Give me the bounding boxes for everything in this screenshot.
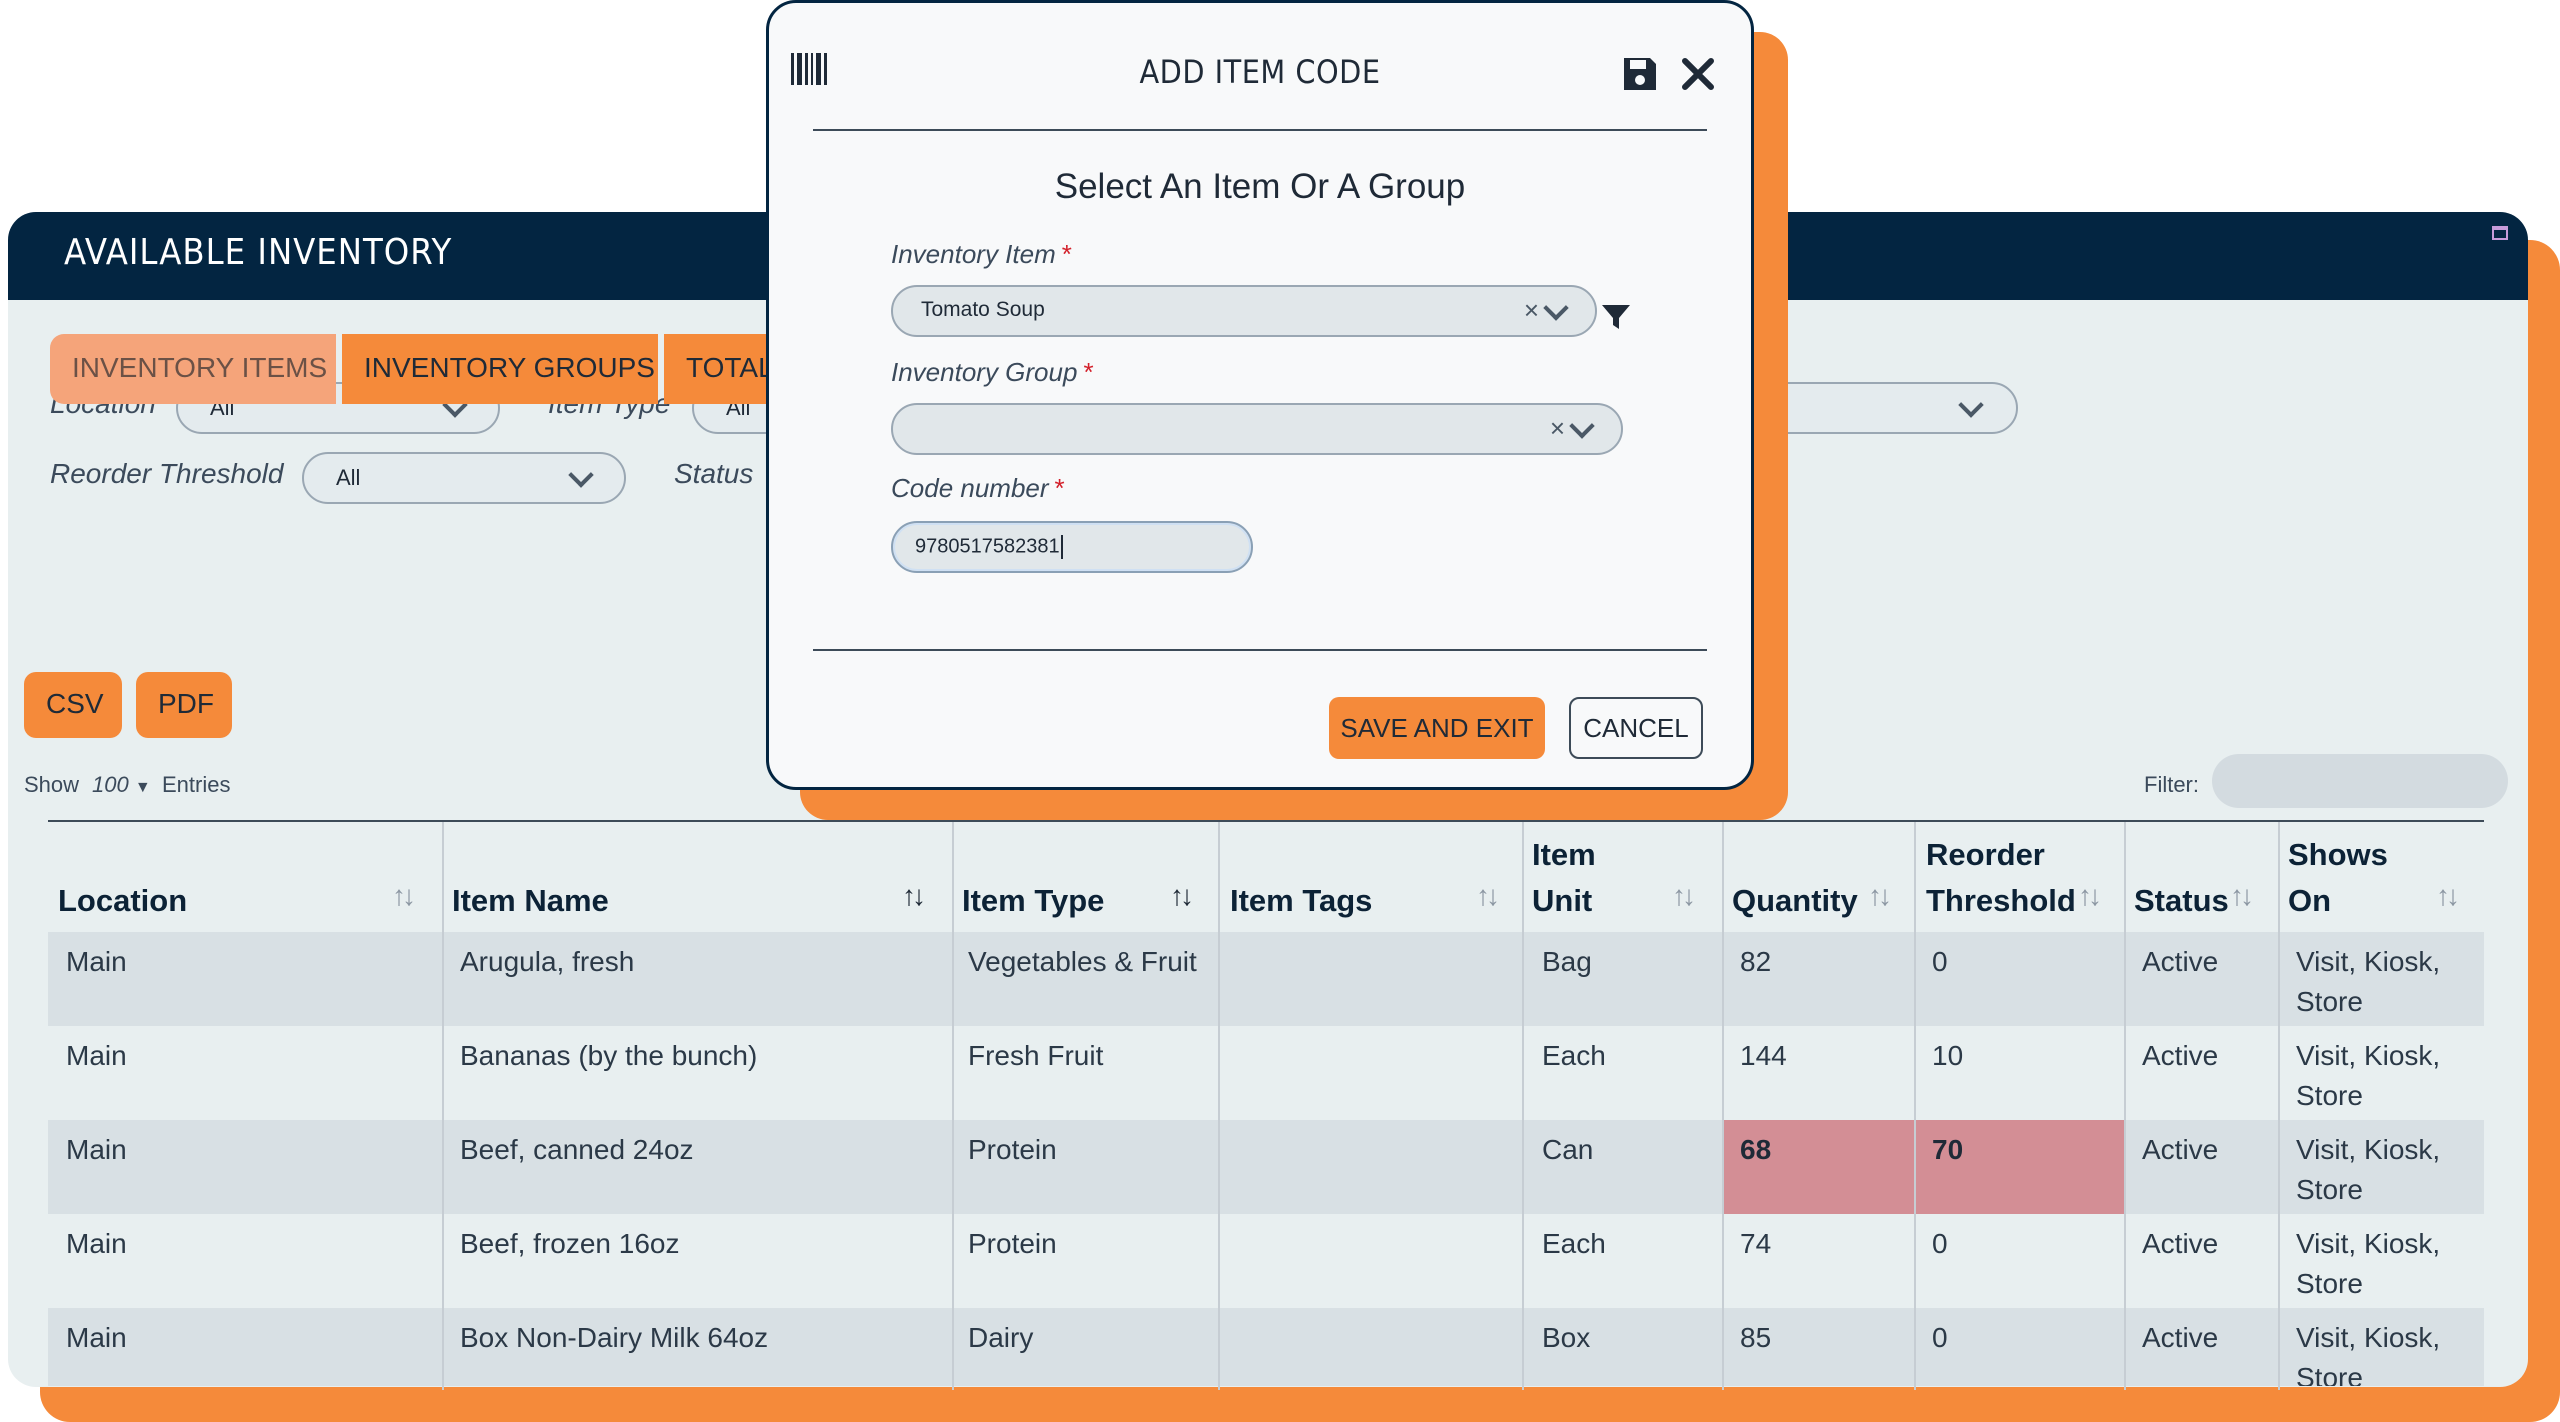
- column-divider: [1522, 822, 1524, 1390]
- column-divider: [442, 822, 444, 1390]
- chevron-down-icon: [1543, 295, 1569, 321]
- sort-icon[interactable]: ↑↓: [2230, 880, 2254, 911]
- chevron-down-icon: [568, 462, 594, 488]
- low-stock-quantity-highlight: [1724, 1120, 1914, 1214]
- low-stock-reorder-highlight: [1916, 1120, 2124, 1214]
- save-and-exit-button[interactable]: SAVE AND EXIT: [1329, 697, 1545, 759]
- reorder-select[interactable]: All: [302, 452, 626, 504]
- tab-inventory-items[interactable]: INVENTORY ITEMS: [50, 334, 336, 404]
- tab-total[interactable]: TOTAL: [664, 334, 784, 404]
- col-location[interactable]: Location: [58, 883, 188, 918]
- clear-icon[interactable]: ×: [1523, 295, 1539, 325]
- table-row[interactable]: Main Beef, frozen 16oz Protein Each 74 0…: [66, 1228, 2441, 1299]
- filter-input[interactable]: [2212, 754, 2508, 808]
- modal-footer-divider: [813, 649, 1707, 651]
- chevron-down-icon: ▼: [134, 779, 151, 796]
- col-item-name[interactable]: Item Name: [452, 883, 609, 918]
- code-number-label: Code number *: [891, 473, 1065, 503]
- modal-header-divider: [813, 129, 1707, 131]
- table-row[interactable]: Main Bananas (by the bunch) Fresh Fruit …: [66, 1040, 2441, 1111]
- column-divider: [2124, 822, 2126, 1390]
- pdf-button[interactable]: PDF: [136, 672, 232, 738]
- sort-icon[interactable]: ↑↓: [392, 880, 416, 911]
- col-quantity[interactable]: Quantity: [1732, 883, 1858, 918]
- minimize-icon[interactable]: [2492, 226, 2508, 240]
- sort-icon[interactable]: ↑↓: [902, 880, 926, 911]
- entries-label: Entries: [162, 772, 231, 797]
- chevron-down-icon: [1569, 413, 1595, 439]
- text-caret: [1060, 535, 1063, 559]
- column-divider: [2278, 822, 2280, 1390]
- reorder-filter-label: Reorder Threshold: [50, 458, 284, 489]
- tab-inventory-groups[interactable]: INVENTORY GROUPS: [342, 334, 658, 404]
- sort-icon[interactable]: ↑↓: [1672, 880, 1696, 911]
- clear-icon[interactable]: ×: [1549, 413, 1565, 443]
- modal-title: ADD ITEM CODE: [1139, 53, 1381, 91]
- code-number-input[interactable]: 9780517582381: [891, 521, 1253, 573]
- barcode-icon: [791, 53, 827, 85]
- column-divider: [1914, 822, 1916, 1390]
- modal-subtitle: Select An Item Or A Group: [1054, 167, 1466, 206]
- sort-icon[interactable]: ↑↓: [1170, 880, 1194, 911]
- table-row[interactable]: Main Box Non-Dairy Milk 64oz Dairy Box 8…: [48, 1308, 2484, 1386]
- sort-icon[interactable]: ↑↓: [2078, 880, 2102, 911]
- status-filter-label: Status: [674, 458, 754, 489]
- sort-icon[interactable]: ↑↓: [1476, 880, 1500, 911]
- sort-icon[interactable]: ↑↓: [2436, 880, 2460, 911]
- inventory-item-select[interactable]: Tomato Soup ×: [891, 285, 1597, 337]
- filter-label: Filter:: [2144, 772, 2199, 797]
- csv-button[interactable]: CSV: [24, 672, 122, 738]
- column-divider: [1218, 822, 1220, 1390]
- cancel-button[interactable]: CANCEL: [1569, 697, 1703, 759]
- column-divider: [952, 822, 954, 1390]
- panel-title: AVAILABLE INVENTORY: [64, 232, 453, 273]
- close-icon[interactable]: [1681, 57, 1715, 91]
- chevron-down-icon: [1958, 392, 1984, 418]
- inventory-item-label: Inventory Item *: [891, 239, 1072, 269]
- table-row[interactable]: Main Beef, canned 24oz Protein Can 68 70…: [48, 1120, 2484, 1214]
- filter-icon[interactable]: [1601, 303, 1631, 331]
- table-row[interactable]: Main Arugula, fresh Vegetables & Fruit B…: [48, 932, 2484, 1026]
- column-divider: [1722, 822, 1724, 1390]
- entries-count-select[interactable]: 100 ▼: [92, 772, 151, 797]
- col-shows-on[interactable]: Shows On: [2288, 837, 2388, 918]
- show-label: Show: [24, 772, 80, 797]
- inventory-group-label: Inventory Group *: [891, 357, 1094, 387]
- add-item-code-modal: ADD ITEM CODE Select An Item Or A Group …: [766, 0, 1754, 790]
- table-top-border: [48, 820, 2484, 822]
- col-reorder-threshold[interactable]: Reorder Threshold: [1926, 837, 2076, 918]
- col-item-unit[interactable]: Item Unit: [1532, 837, 1596, 918]
- col-item-type[interactable]: Item Type: [962, 883, 1105, 918]
- save-icon[interactable]: [1621, 55, 1659, 93]
- inventory-group-select[interactable]: ×: [891, 403, 1623, 455]
- col-item-tags[interactable]: Item Tags: [1230, 883, 1373, 918]
- sort-icon[interactable]: ↑↓: [1868, 880, 1892, 911]
- col-status[interactable]: Status: [2134, 883, 2229, 918]
